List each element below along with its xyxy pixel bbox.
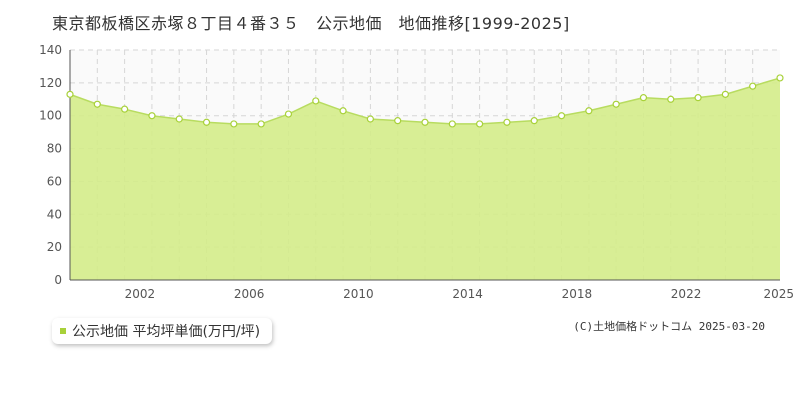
data-point	[530, 117, 538, 125]
legend: 公示地価 平均坪単価(万円/坪)	[52, 318, 273, 344]
credit-text: (C)土地価格ドットコム 2025-03-20	[573, 320, 765, 333]
data-point	[585, 107, 593, 115]
x-tick-label: 2014	[452, 287, 483, 301]
area-fill	[70, 77, 780, 280]
data-point	[721, 90, 729, 98]
legend-label: 公示地価 平均坪単価(万円/坪)	[72, 324, 261, 340]
y-tick-label: 0	[54, 273, 62, 287]
data-point	[230, 120, 238, 128]
y-tick-label: 100	[39, 109, 62, 123]
x-tick-labels: 2002 2006 2010 2014 2018 2022 2025	[125, 287, 794, 301]
data-point	[394, 117, 402, 125]
data-point	[284, 110, 293, 118]
x-tick-label: 2022	[671, 287, 702, 301]
y-tick-label: 20	[47, 240, 62, 254]
data-point	[667, 95, 675, 103]
series-points	[66, 74, 784, 128]
data-point	[257, 120, 265, 128]
data-point	[312, 97, 320, 105]
data-point	[66, 90, 74, 98]
y-tick-label: 60	[47, 174, 62, 188]
data-point	[448, 120, 456, 128]
legend-swatch	[60, 328, 66, 334]
y-tick-label: 80	[47, 142, 62, 156]
data-point	[503, 118, 511, 126]
data-point	[339, 107, 347, 115]
data-point	[612, 100, 620, 108]
data-point	[476, 120, 484, 128]
data-point	[121, 105, 129, 113]
x-tick-label: 2002	[125, 287, 156, 301]
data-point	[148, 112, 156, 120]
x-tick-label: 2006	[234, 287, 265, 301]
data-point	[93, 100, 101, 108]
y-tick-label: 40	[47, 207, 62, 221]
y-tick-label: 140	[39, 43, 62, 57]
data-point	[175, 115, 183, 123]
x-tick-label: 2025	[763, 287, 794, 301]
data-point	[749, 82, 757, 90]
data-point	[421, 118, 429, 126]
data-point	[202, 118, 211, 126]
data-point	[639, 94, 648, 102]
y-tick-label: 120	[39, 76, 62, 90]
x-tick-label: 2010	[343, 287, 374, 301]
data-point	[694, 94, 702, 102]
data-point	[557, 112, 566, 120]
chart-title: 東京都板橋区赤塚８丁目４番３５ 公示地価 地価推移[1999-2025]	[52, 14, 570, 33]
y-tick-labels: 0 20 40 60 80 100 120 140	[39, 43, 62, 287]
x-tick-label: 2018	[562, 287, 593, 301]
data-point	[366, 115, 374, 123]
data-point	[776, 74, 784, 82]
axes	[69, 50, 780, 281]
